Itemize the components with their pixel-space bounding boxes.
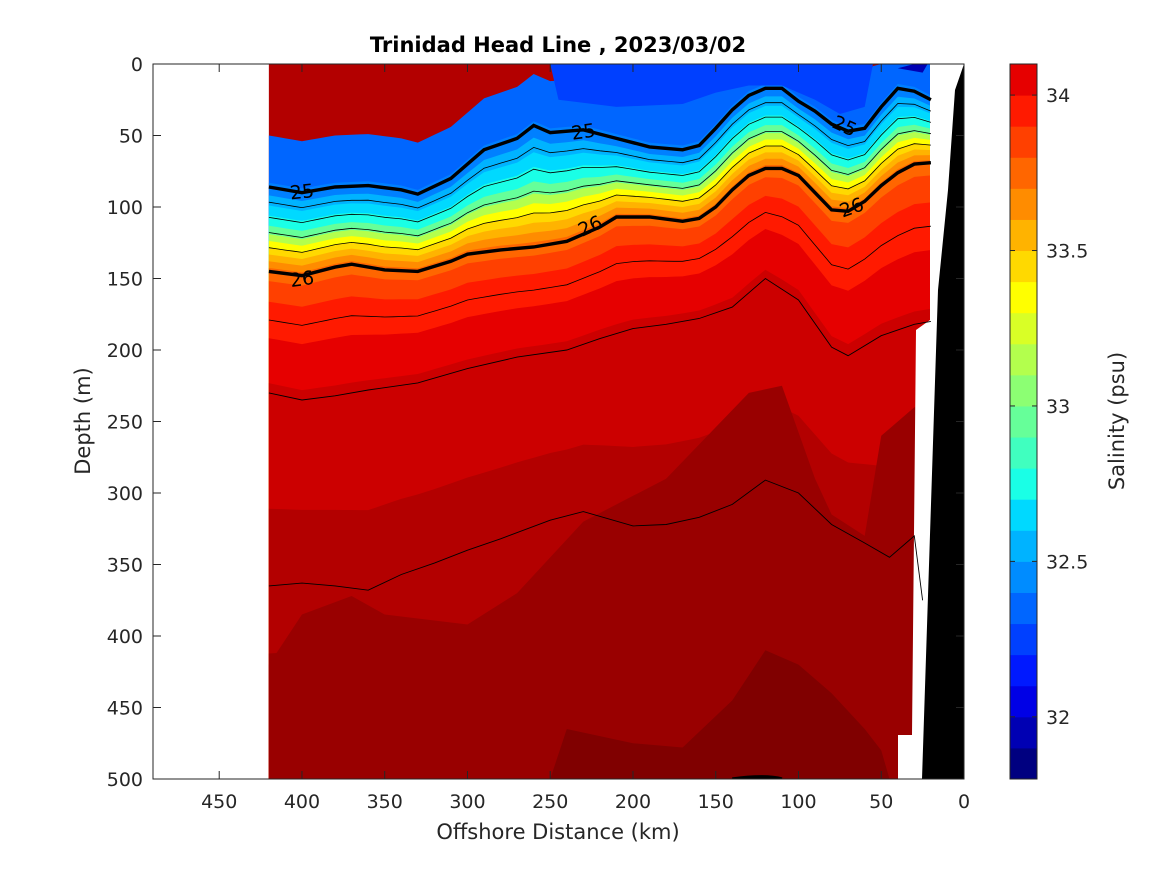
- y-tick-label: 250: [107, 412, 143, 434]
- bathymetry: [898, 64, 964, 779]
- seafloor-shelf: [922, 64, 964, 779]
- x-tick-label: 150: [698, 791, 734, 813]
- colorbar-tick-label: 32.5: [1046, 551, 1088, 573]
- density-contour-thin: [268, 143, 931, 253]
- colorbar-segment: [1010, 654, 1037, 687]
- y-tick-label: 200: [107, 340, 143, 362]
- salinity-layer: [897, 64, 928, 73]
- contour-label: 25: [570, 120, 597, 145]
- colorbar-segment: [1010, 530, 1037, 562]
- colorbar-segment: [1010, 343, 1037, 376]
- density-contour-bold: [268, 86, 932, 196]
- x-tick-label: 400: [284, 791, 320, 813]
- colorbar-segment: [1010, 747, 1037, 780]
- salinity-fill-layers: [268, 64, 931, 779]
- density-contour-bold: [268, 161, 932, 278]
- colorbar-segment: [1010, 126, 1037, 158]
- colorbar-segment: [1010, 716, 1037, 749]
- colorbar-segment: [1010, 157, 1037, 189]
- density-contour-thin: [268, 277, 931, 401]
- y-tick-label: 100: [107, 197, 143, 219]
- x-tick-label: 250: [532, 791, 568, 813]
- colorbar-segment: [1010, 685, 1037, 718]
- colorbar-segment: [1010, 312, 1037, 345]
- colorbar-tick-label: 33.5: [1046, 241, 1088, 263]
- contour-label: 25: [289, 180, 315, 204]
- colorbar-label: Salinity (psu): [1105, 352, 1129, 490]
- density-contour-thin: [268, 479, 924, 601]
- contour-label-group: 26: [289, 267, 316, 292]
- x-tick-label: 0: [958, 791, 970, 813]
- x-axis: 450 400 350 300 250 200 150 100 50 0: [201, 64, 970, 813]
- y-tick-label: 450: [107, 698, 143, 720]
- y-axis-label: Depth (m): [71, 367, 95, 474]
- y-tick-label: 0: [131, 54, 143, 76]
- x-tick-label: 350: [367, 791, 403, 813]
- density-contour-bold: [732, 775, 783, 779]
- chart-title: Trinidad Head Line , 2023/03/02: [370, 33, 746, 57]
- density-contour-thin: [268, 130, 931, 238]
- x-tick-label: 100: [780, 791, 816, 813]
- colorbar-segment: [1010, 405, 1037, 438]
- contour-label: 26: [289, 267, 316, 292]
- density-contour-thin: [268, 211, 931, 326]
- colorbar-tick-label: 32: [1046, 707, 1070, 729]
- salinity-layer: [550, 650, 890, 779]
- colorbar-frame: [1009, 63, 1038, 780]
- colorbar-segment: [1010, 64, 1037, 96]
- colorbar-segment: [1010, 468, 1037, 500]
- colorbar-tick-label: 34: [1046, 85, 1070, 107]
- y-tick-label: 50: [119, 126, 143, 148]
- x-axis-label: Offshore Distance (km): [436, 820, 679, 844]
- density-contour-thin: [268, 102, 932, 209]
- x-tick-label: 200: [615, 791, 651, 813]
- colorbar-tick-label: 33: [1046, 396, 1070, 418]
- y-tick-label: 400: [107, 626, 143, 648]
- colorbar-segment: [1010, 561, 1037, 593]
- contour-label-group: 25: [570, 120, 597, 145]
- x-tick-label: 450: [201, 791, 237, 813]
- contour-label-group: 25: [289, 180, 315, 204]
- y-axis: 0 50 100 150 200 250 300 350 400 450 500: [107, 54, 964, 791]
- colorbar-segment: [1010, 592, 1037, 625]
- y-tick-label: 150: [107, 269, 143, 291]
- salinity-layer: [550, 64, 873, 115]
- y-tick-label: 300: [107, 483, 143, 505]
- colorbar-segment: [1010, 374, 1037, 407]
- colorbar-segment: [1010, 437, 1037, 469]
- colorbar-segment: [1010, 281, 1037, 314]
- colorbar-segment: [1010, 499, 1037, 531]
- colorbar-segment: [1010, 219, 1037, 252]
- colorbar-segment: [1010, 188, 1037, 220]
- x-tick-label: 300: [449, 791, 485, 813]
- y-tick-label: 350: [107, 555, 143, 577]
- colorbar-segment: [1010, 95, 1037, 127]
- colorbar-segment: [1010, 250, 1037, 283]
- x-tick-label: 50: [869, 791, 893, 813]
- colorbar: 32 32.5 33 33.5 34: [1009, 63, 1088, 780]
- y-tick-label: 500: [107, 769, 143, 791]
- colorbar-segment: [1010, 623, 1037, 656]
- density-contour-thin: [268, 116, 932, 224]
